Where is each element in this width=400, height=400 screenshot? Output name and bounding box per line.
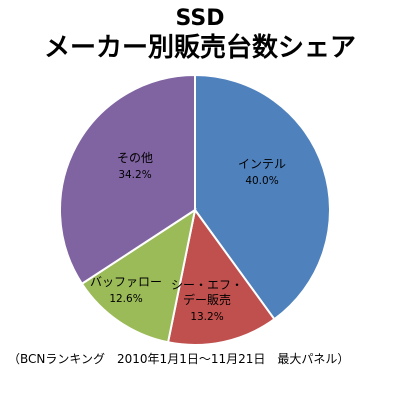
pie-slices [59, 73, 331, 346]
slice-cfd-label: デー販売 [183, 292, 231, 307]
slice-intel [194, 73, 331, 321]
chart-subtitle: メーカー別販売台数シェア [43, 33, 356, 63]
slice-other-label: その他 [117, 151, 153, 165]
slice-intel-label: インテル [238, 157, 286, 171]
slice-intel-value: 40.0% [245, 175, 278, 187]
chart-title-block: SSD メーカー別販売台数シェア [0, 6, 400, 64]
slice-buffalo-label: バッファロー [90, 275, 162, 289]
slice-cfd-value: 13.2% [190, 311, 223, 323]
slice-cfd-label: シー・エフ・ [171, 278, 243, 292]
pie-labels: インテル 40.0% シー・エフ・デー販売 13.2% バッファロー 12.6% その他 34… [90, 151, 286, 323]
slice-buffalo-value: 12.6% [109, 293, 142, 305]
source-note: （BCNランキング 2010年1月1日〜11月21日 最大パネル） [8, 352, 350, 366]
slice-other [59, 73, 196, 286]
slice-buffalo [80, 207, 197, 344]
slice-cfd [166, 207, 276, 346]
chart-title: SSD [175, 6, 225, 31]
slice-other-value: 34.2% [118, 169, 151, 181]
